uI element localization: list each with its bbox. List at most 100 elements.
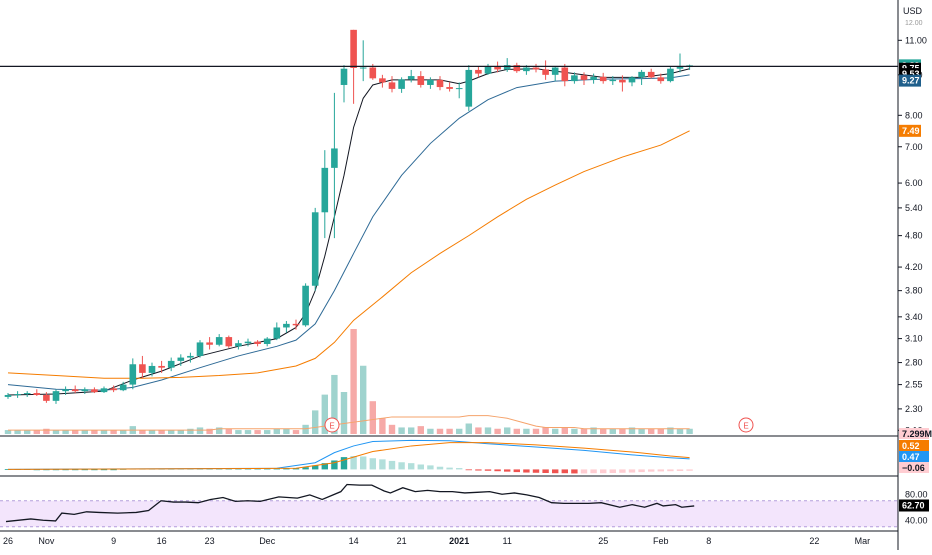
volume-bar — [513, 428, 520, 434]
volume-bar — [206, 428, 213, 434]
macd-badge — [899, 440, 929, 451]
candle-body[interactable] — [551, 67, 559, 75]
candle-body[interactable] — [455, 88, 463, 90]
candle-body[interactable] — [311, 212, 319, 286]
volume-bar — [62, 430, 69, 434]
event-marker-2[interactable] — [738, 417, 754, 433]
candle-body[interactable] — [561, 67, 569, 82]
candle-body[interactable] — [532, 67, 540, 70]
candle-body[interactable] — [657, 77, 665, 82]
candle-body[interactable] — [609, 79, 617, 82]
price-tick-label: 2.55 — [905, 380, 923, 390]
macd-histogram-bar — [686, 469, 693, 471]
candle-body[interactable] — [206, 342, 213, 345]
macd-histogram-bar — [388, 460, 396, 470]
candle-body[interactable] — [369, 67, 377, 79]
candle-body[interactable] — [23, 393, 31, 395]
candle-body[interactable] — [225, 337, 233, 347]
candle-body[interactable] — [494, 66, 501, 70]
candle-body[interactable] — [475, 69, 482, 74]
macd-histogram-bar — [408, 463, 415, 470]
volume-bar — [120, 430, 127, 434]
candle-body[interactable] — [235, 343, 242, 347]
candle-body[interactable] — [33, 393, 41, 395]
candle-body[interactable] — [273, 327, 281, 339]
candle-body[interactable] — [100, 388, 108, 393]
candle-body[interactable] — [71, 389, 79, 392]
candle-body[interactable] — [619, 79, 626, 83]
candle-body[interactable] — [417, 76, 425, 85]
candle-body[interactable] — [638, 71, 645, 78]
candle-body[interactable] — [398, 79, 405, 89]
volume-bar — [609, 428, 616, 434]
macd-histogram-bar — [657, 469, 664, 472]
candle-body[interactable] — [667, 68, 674, 82]
price-tick-label: 2.30 — [905, 404, 923, 414]
candle-body[interactable] — [81, 389, 89, 392]
candle-body[interactable] — [148, 365, 156, 373]
candle-body[interactable] — [503, 65, 511, 70]
candle-body[interactable] — [254, 341, 261, 344]
candle-body[interactable] — [167, 360, 175, 368]
candle-body[interactable] — [676, 67, 684, 69]
candle-body[interactable] — [43, 394, 50, 401]
candle-body[interactable] — [465, 69, 473, 107]
candle-body[interactable] — [436, 79, 444, 88]
candle-body[interactable] — [359, 67, 367, 69]
candle-body[interactable] — [158, 365, 165, 368]
candle-body[interactable] — [542, 69, 549, 75]
candle-body[interactable] — [292, 323, 300, 326]
candle-body[interactable] — [599, 76, 607, 82]
candle-body[interactable] — [196, 342, 204, 356]
macd-histogram-bar — [484, 469, 492, 471]
volume-bar — [456, 428, 463, 434]
time-axis: 26 Nov 9 16 23 Dec 14 21 2021 11 25 Feb 8 22 Mar — [3, 536, 870, 546]
candle-body[interactable] — [580, 75, 588, 80]
macd-histogram-bar — [283, 468, 290, 470]
volume-bar — [484, 427, 492, 434]
candle-body[interactable] — [91, 389, 98, 393]
candle-body[interactable] — [244, 341, 252, 344]
candle-body[interactable] — [321, 167, 329, 213]
candle-body[interactable] — [215, 337, 223, 345]
candle-body[interactable] — [427, 79, 434, 85]
macd-histogram-bar — [600, 469, 607, 474]
candle-body[interactable] — [302, 285, 309, 326]
candle-body[interactable] — [110, 388, 117, 391]
candle-body[interactable] — [14, 394, 21, 396]
candle-body[interactable] — [62, 389, 69, 392]
candle-body[interactable] — [407, 76, 415, 80]
candle-body[interactable] — [590, 76, 597, 80]
volume-bar — [225, 428, 232, 434]
candle-body[interactable] — [283, 323, 290, 328]
candle-body[interactable] — [340, 68, 348, 85]
candle-body[interactable] — [379, 78, 386, 83]
candle-body[interactable] — [4, 394, 12, 397]
candle-body[interactable] — [446, 87, 453, 89]
volume-bar — [638, 428, 645, 434]
price-badge-label: 9.53 — [902, 69, 920, 79]
candle-body[interactable] — [129, 364, 137, 385]
price-tick-label: 8.00 — [905, 110, 923, 120]
candle-body[interactable] — [177, 357, 185, 361]
macd-histogram-bar — [504, 469, 511, 472]
candle-body[interactable] — [119, 384, 127, 391]
macd-histogram-bar — [436, 466, 444, 470]
event-marker-1[interactable] — [324, 417, 340, 433]
candle-body[interactable] — [388, 82, 396, 89]
candle-body[interactable] — [647, 71, 655, 78]
candle-body[interactable] — [187, 355, 194, 358]
candle-body[interactable] — [484, 66, 492, 74]
candle-body[interactable] — [513, 65, 521, 72]
candle-body[interactable] — [628, 77, 636, 83]
candle-body[interactable] — [331, 148, 338, 168]
candle-body[interactable] — [52, 391, 60, 401]
candle-body[interactable] — [139, 364, 146, 373]
candle-body[interactable] — [350, 29, 357, 68]
volume-bar — [552, 428, 559, 434]
candle-body[interactable] — [263, 338, 271, 344]
candle-body[interactable] — [523, 67, 530, 72]
candle-body[interactable] — [571, 75, 578, 82]
